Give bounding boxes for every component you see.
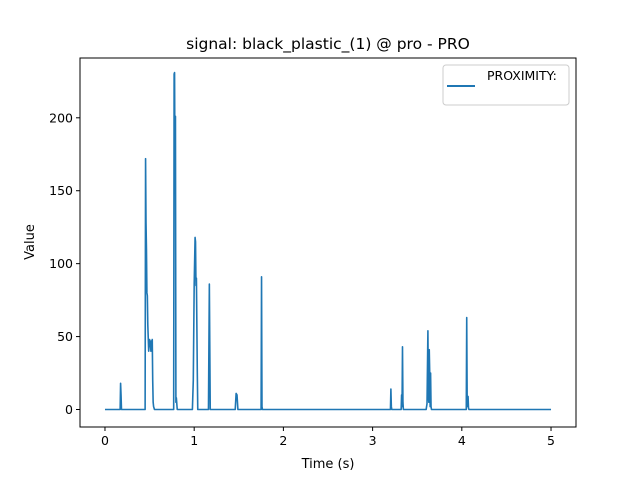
y-tick-label: 100 [49,256,73,271]
chart-title: signal: black_plastic_(1) @ pro - PRO [186,35,470,54]
y-axis: 0 50 100 150 200 [49,110,80,417]
x-tick-label: 5 [547,433,555,448]
x-tick-label: 4 [458,433,466,448]
y-tick-label: 0 [65,402,73,417]
x-tick-label: 2 [279,433,287,448]
y-tick-label: 50 [57,329,73,344]
y-axis-label: Value [23,224,38,260]
x-tick-label: 3 [369,433,377,448]
legend-label: PROXIMITY: [487,68,557,83]
legend-box [442,64,570,106]
x-axis-label: Time (s) [301,457,355,472]
x-axis: 0 1 2 3 4 5 [101,427,555,448]
legend: PROXIMITY: [442,64,570,106]
x-tick-label: 1 [190,433,198,448]
data-layer [104,71,552,411]
y-tick-label: 200 [49,110,73,125]
axes-frame [79,57,577,428]
series-line-0 [104,71,552,411]
plot-area [80,58,576,427]
y-tick-label: 150 [49,183,73,198]
x-tick-label: 0 [101,433,109,448]
